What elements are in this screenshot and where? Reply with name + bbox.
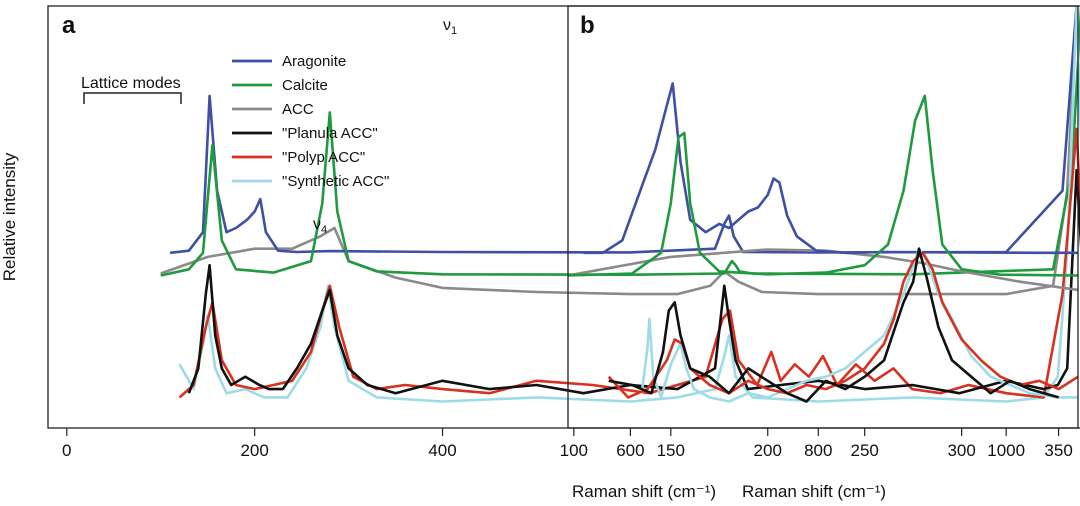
panel-b-series-acc bbox=[568, 248, 1078, 292]
panel-b: b 100 150 200 250 300 350 Raman shift (cm⁻¹) bbox=[560, 5, 1079, 501]
panel-a: a 020040060080010001200 Raman shift (cm⁻… bbox=[47, 5, 1080, 501]
panel-b-frame bbox=[567, 5, 1079, 429]
panel-b-plot-area bbox=[568, 82, 1078, 403]
panel-b-series-aragonite bbox=[583, 82, 1078, 255]
panel-a-x-tick-label-600: 600 bbox=[616, 441, 644, 460]
panel-b-series-planula bbox=[608, 247, 1059, 403]
panel-b-x-tick-label-150: 150 bbox=[657, 441, 685, 460]
nu1-label: ν1 bbox=[443, 17, 457, 37]
legend-label-acc: ACC bbox=[282, 101, 314, 118]
panel-a-x-tick-label-0: 0 bbox=[62, 441, 71, 460]
panel-a-series-acc bbox=[160, 6, 1080, 296]
panel-a-x-axis-label: Raman shift (cm⁻¹) bbox=[572, 482, 716, 501]
lattice-modes-bracket: Lattice modes bbox=[81, 75, 182, 104]
panel-b-x-tick-label-350: 350 bbox=[1044, 441, 1072, 460]
legend-label-polyp: "Polyp ACC" bbox=[282, 149, 365, 166]
panel-a-x-ticks: 020040060080010001200 bbox=[62, 428, 1025, 460]
panel-a-plot-area bbox=[160, 6, 1080, 403]
panel-a-x-tick-label-800: 800 bbox=[804, 441, 832, 460]
panel-b-letter: b bbox=[580, 12, 595, 39]
legend-label-aragonite: Aragonite bbox=[282, 53, 346, 70]
panel-a-x-tick-label-400: 400 bbox=[428, 441, 456, 460]
legend-label-calcite: Calcite bbox=[282, 77, 328, 94]
panel-a-series-aragonite bbox=[169, 6, 1080, 255]
legend-label-planula: "Planula ACC" bbox=[282, 125, 378, 142]
panel-a-letter: a bbox=[62, 12, 76, 39]
legend-label-synthetic: "Synthetic ACC" bbox=[282, 173, 389, 190]
panel-b-x-tick-label-100: 100 bbox=[560, 441, 588, 460]
panel-b-series-calcite bbox=[568, 94, 1078, 277]
panel-b-series-synthetic bbox=[640, 247, 1078, 403]
panel-b-x-tick-label-250: 250 bbox=[851, 441, 879, 460]
panel-a-series-planula bbox=[187, 168, 1080, 395]
panel-a-series-calcite bbox=[160, 6, 1080, 277]
panel-b-series-polyp bbox=[607, 251, 1078, 399]
panel-b-x-axis-label: Raman shift (cm⁻¹) bbox=[742, 482, 886, 501]
nu4-label: ν4 bbox=[313, 216, 327, 236]
panel-a-series-polyp bbox=[178, 127, 1080, 399]
legend: Aragonite Calcite ACC "Planula ACC" "Polyp A… bbox=[232, 53, 389, 190]
y-axis-label: Relative intensity bbox=[0, 152, 19, 281]
panel-a-series-synthetic bbox=[178, 6, 1080, 403]
panel-a-x-tick-label-1000: 1000 bbox=[987, 441, 1025, 460]
panel-b-x-ticks: 100 150 200 250 300 350 bbox=[560, 428, 1073, 460]
lattice-modes-label: Lattice modes bbox=[81, 75, 181, 92]
panel-a-x-tick-label-200: 200 bbox=[240, 441, 268, 460]
panel-b-x-tick-label-300: 300 bbox=[947, 441, 975, 460]
panel-b-x-tick-label-200: 200 bbox=[754, 441, 782, 460]
